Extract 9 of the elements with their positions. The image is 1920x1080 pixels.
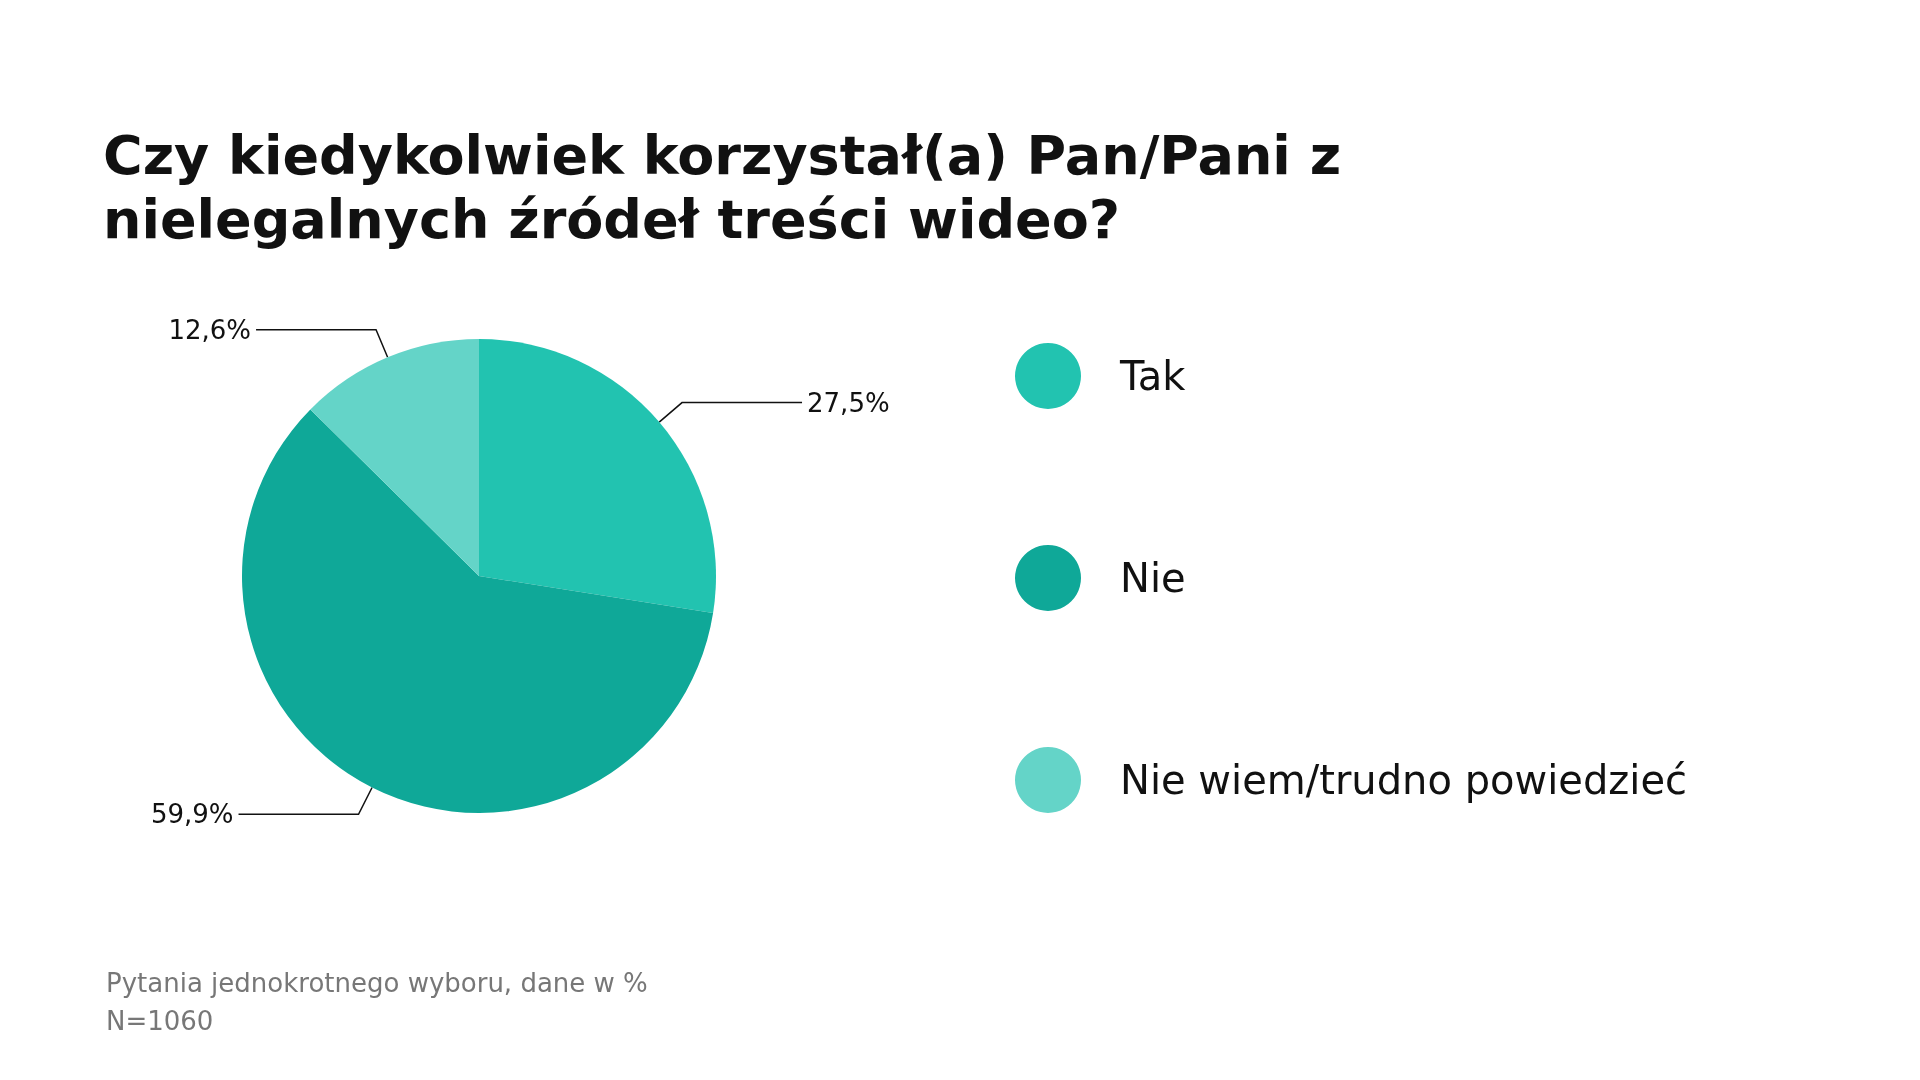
text: Pytania jednokrotnego wyboru, dane w % [106, 968, 648, 998]
legend-label: Nie [1120, 555, 1186, 601]
legend-label: Tak [1119, 353, 1187, 399]
legend-label: Nie wiem/trudno powiedzieć [1120, 757, 1688, 803]
data-label: 59,9% [150, 799, 234, 830]
text: N=1060 [106, 1006, 214, 1036]
data-label: 12,6% [168, 314, 252, 345]
chart-title: Czy kiedykolwiek korzystał(a) Pan/Pani z nielegalnych źródeł treści wideo? [103, 123, 1360, 251]
data-label: 27,5% [807, 387, 890, 418]
